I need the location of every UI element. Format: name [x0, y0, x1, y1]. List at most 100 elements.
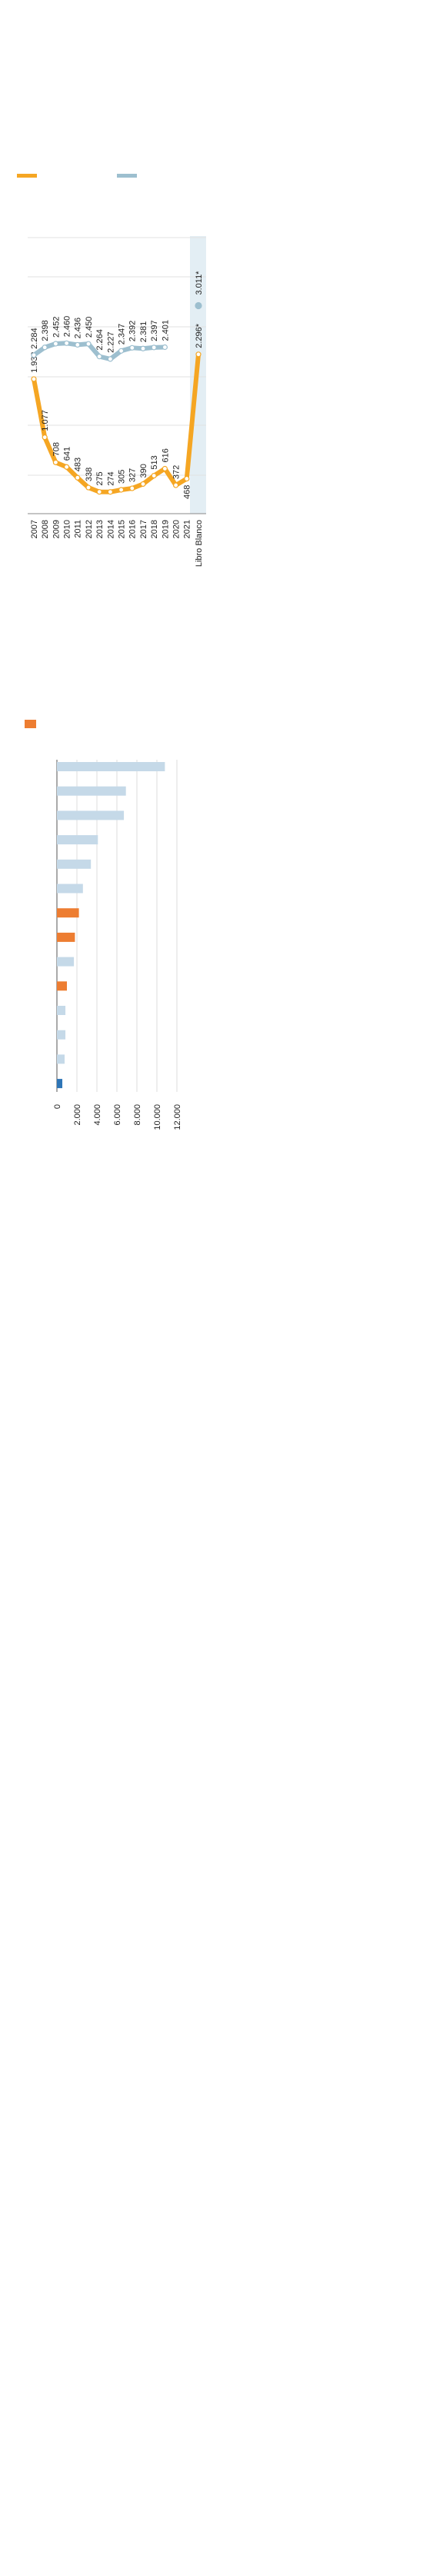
x-tick-label: 2019 — [161, 520, 170, 538]
x-tick-label: 2021 — [183, 520, 192, 538]
data-label: 2.452 — [52, 316, 61, 338]
bar — [57, 1006, 66, 1015]
x-tick-label: 2008 — [41, 520, 50, 538]
legend-swatch — [17, 174, 37, 178]
point — [162, 344, 168, 351]
data-label: 274 — [106, 471, 115, 485]
data-label: 641 — [63, 447, 72, 461]
point — [63, 464, 70, 470]
x-tick-label: 2010 — [63, 520, 72, 538]
x-tick-label: 2011 — [74, 520, 83, 538]
data-label: 1.077 — [41, 410, 50, 431]
x-tick-label: 2014 — [106, 520, 115, 538]
point — [63, 340, 70, 346]
point — [42, 434, 48, 441]
point — [195, 351, 202, 358]
bar — [57, 1054, 65, 1064]
point — [184, 475, 190, 482]
data-label: 513 — [150, 455, 159, 469]
bar — [57, 932, 75, 942]
data-label: 2.397 — [150, 320, 159, 341]
x-tick-label: Libro Blanco — [195, 520, 204, 567]
legend-swatch — [25, 720, 36, 728]
point — [129, 344, 135, 351]
x-tick-label: 8.000 — [133, 1104, 142, 1126]
data-label: 305 — [118, 470, 127, 484]
data-label: 275 — [95, 471, 105, 485]
data-label: 338 — [85, 468, 94, 481]
x-tick-label: 10.000 — [153, 1104, 162, 1130]
point — [31, 352, 37, 358]
data-label: 2.436 — [74, 318, 83, 339]
point — [118, 487, 125, 493]
x-tick-label: 6.000 — [113, 1104, 122, 1126]
point — [140, 481, 146, 488]
data-label: 2.296* — [195, 323, 204, 348]
x-tick-label: 2015 — [118, 520, 127, 538]
point — [96, 489, 102, 495]
bar — [57, 1030, 66, 1040]
point — [31, 376, 37, 382]
data-label: 708 — [52, 442, 61, 456]
data-label: 2.392 — [128, 321, 138, 342]
data-label: 468 — [183, 485, 192, 499]
data-label: 2.398 — [41, 320, 50, 341]
grid — [28, 237, 206, 476]
point — [118, 348, 125, 354]
x-tick-label: 2009 — [52, 520, 61, 538]
data-label: 2.450 — [85, 317, 94, 338]
data-label: 2.284 — [30, 328, 39, 349]
bar — [57, 908, 79, 918]
point — [75, 341, 81, 348]
x-tick-label: 4.000 — [93, 1104, 102, 1126]
data-label: 616 — [161, 448, 170, 462]
data-label: 2.401 — [161, 320, 170, 341]
x-tick-label: 2.000 — [73, 1104, 82, 1126]
data-label: 372 — [172, 465, 182, 479]
point — [52, 341, 59, 347]
x-tick-label: 0 — [53, 1104, 62, 1109]
point — [107, 356, 113, 362]
data-label: 483 — [74, 458, 83, 471]
point — [52, 459, 59, 465]
x-tick-label: 2017 — [139, 520, 148, 538]
legend-swatch — [117, 174, 137, 178]
bar — [57, 1079, 63, 1089]
series-line — [32, 354, 201, 494]
x-tick-label: 2018 — [150, 520, 159, 538]
x-tick-label: 2016 — [128, 520, 138, 538]
bar — [57, 835, 98, 845]
bar — [57, 810, 125, 820]
point — [75, 474, 81, 481]
data-label: 3.011* — [195, 271, 204, 295]
point — [151, 344, 157, 351]
bar — [57, 786, 126, 796]
point — [96, 354, 102, 360]
point — [107, 489, 113, 495]
bar — [57, 981, 67, 991]
x-tick-label: 2020 — [172, 520, 182, 538]
point — [173, 482, 179, 488]
x-tick-label: 2007 — [30, 520, 39, 538]
x-tick-label: 2012 — [85, 520, 94, 538]
x-tick-label: 2013 — [95, 520, 105, 538]
point — [129, 485, 135, 491]
data-label: 2.264 — [95, 329, 105, 351]
data-label: 2.460 — [63, 316, 72, 338]
point — [195, 301, 202, 310]
x-tick-label: 12.000 — [173, 1104, 182, 1130]
data-label: 2.227 — [106, 331, 115, 353]
point — [151, 472, 157, 479]
point — [42, 344, 48, 351]
data-label: 327 — [128, 468, 138, 482]
data-label: 390 — [139, 464, 148, 478]
bar — [57, 859, 92, 869]
point — [85, 484, 92, 491]
data-label: 2.347 — [118, 324, 127, 345]
bar — [57, 884, 83, 894]
point — [140, 345, 146, 351]
point — [162, 465, 168, 472]
bar — [57, 762, 165, 771]
point — [85, 341, 92, 347]
